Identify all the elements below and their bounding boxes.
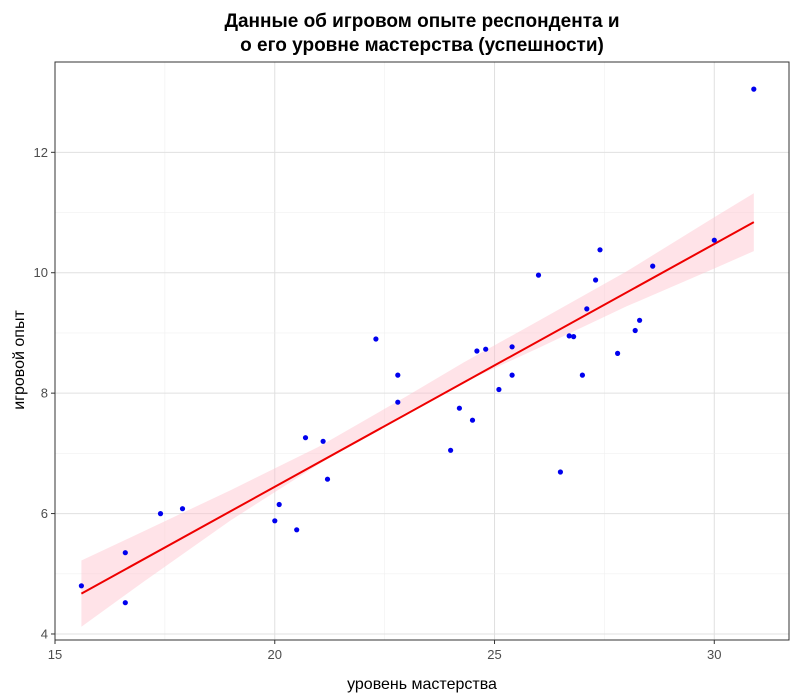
x-tick-label: 20: [268, 647, 282, 662]
axes: 15 20 25 30 4 6 8 10 12: [34, 145, 722, 662]
data-point: [395, 372, 401, 378]
y-tick-label: 10: [34, 265, 48, 280]
data-point: [571, 334, 577, 340]
data-point: [509, 344, 515, 350]
regression-line: [80, 221, 755, 595]
chart-title-line-1: Данные об игровом опыте респондента и: [224, 11, 619, 32]
data-point: [615, 350, 621, 356]
data-point: [157, 510, 164, 517]
data-point: [320, 438, 326, 444]
data-point: [597, 247, 603, 253]
y-tick-label: 12: [34, 145, 48, 160]
data-point: [294, 527, 300, 533]
data-point: [373, 336, 379, 342]
fit-line-layer: [80, 221, 755, 595]
data-point: [469, 417, 476, 423]
x-tick-label: 30: [707, 647, 721, 662]
x-axis-title: уровень мастерства: [347, 676, 497, 693]
data-point: [579, 372, 586, 378]
data-point: [637, 317, 643, 323]
y-tick-label: 4: [41, 626, 48, 641]
data-point: [751, 86, 757, 92]
data-point: [584, 306, 590, 312]
points-layer: [78, 86, 757, 606]
data-point: [650, 263, 656, 269]
data-point: [474, 348, 480, 354]
data-point: [557, 469, 564, 475]
data-point: [711, 237, 717, 243]
panel-border: [54, 61, 790, 641]
data-point: [395, 399, 401, 405]
y-tick-label: 8: [41, 386, 48, 401]
data-point: [302, 435, 309, 441]
y-tick-label: 6: [41, 506, 48, 521]
x-tick-label: 25: [487, 647, 501, 662]
data-point: [632, 327, 638, 334]
data-point: [78, 583, 84, 589]
data-point: [456, 405, 462, 411]
data-point: [448, 447, 454, 453]
chart-title-line-2: о его уровне мастерства (успешности): [240, 35, 604, 56]
data-point: [324, 476, 331, 482]
data-point: [509, 372, 515, 378]
data-point: [483, 346, 489, 352]
confidence-band-layer: [81, 193, 754, 627]
data-point: [272, 518, 278, 524]
data-point: [593, 277, 599, 283]
grid: [54, 62, 789, 640]
data-point: [276, 501, 282, 508]
data-point: [566, 333, 572, 339]
data-point: [122, 600, 128, 606]
data-point: [535, 272, 542, 278]
data-point: [179, 506, 186, 512]
confidence-band: [81, 193, 754, 627]
data-point: [122, 550, 128, 556]
y-axis-title: игровой опыт: [11, 310, 28, 410]
data-point: [496, 386, 502, 393]
x-tick-label: 15: [48, 647, 62, 662]
